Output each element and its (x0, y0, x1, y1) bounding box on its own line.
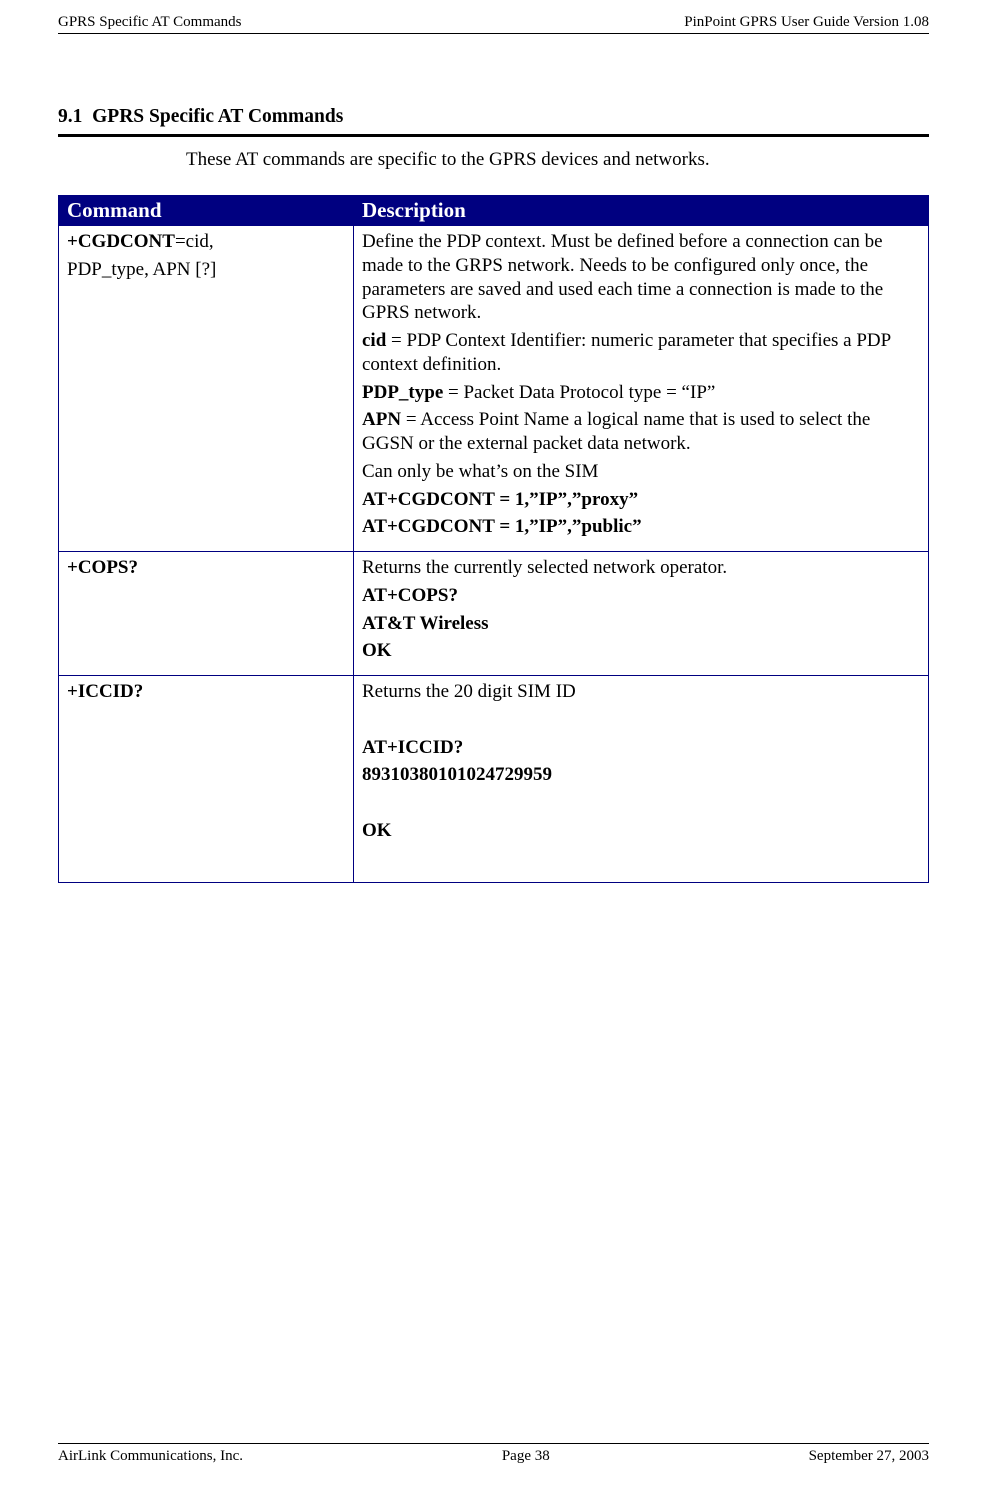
cmd-name: +COPS? (67, 556, 345, 580)
desc-text: = Access Point Name a logical name that … (362, 409, 870, 454)
section-heading: 9.1 GPRS Specific AT Commands (58, 106, 929, 137)
header-right: PinPoint GPRS User Guide Version 1.08 (684, 14, 929, 31)
desc-example: AT&T Wireless (362, 612, 920, 636)
table-row: +CGDCONT=cid, PDP_type, APN [?] Define t… (59, 226, 929, 552)
cell-command: +CGDCONT=cid, PDP_type, APN [?] (59, 226, 354, 552)
desc-line: Returns the 20 digit SIM ID (362, 680, 920, 704)
desc-line: Returns the currently selected network o… (362, 556, 920, 580)
header-left: GPRS Specific AT Commands (58, 14, 242, 31)
cmd-suffix: =cid, (175, 231, 214, 252)
commands-table: Command Description +CGDCONT=cid, PDP_ty… (58, 195, 929, 883)
desc-line: Define the PDP context. Must be defined … (362, 230, 920, 325)
col-header-description: Description (354, 196, 929, 226)
desc-key: APN (362, 409, 401, 430)
cmd-line2: PDP_type, APN [?] (67, 258, 345, 282)
desc-example: 89310380101024729959 (362, 763, 920, 787)
cell-command: +COPS? (59, 552, 354, 676)
desc-example: OK (362, 639, 920, 663)
desc-line: Can only be what’s on the SIM (362, 460, 920, 484)
page-footer: AirLink Communications, Inc. Page 38 Sep… (58, 1443, 929, 1465)
page-header: GPRS Specific AT Commands PinPoint GPRS … (58, 0, 929, 34)
footer-center: Page 38 (502, 1448, 550, 1465)
col-header-command: Command (59, 196, 354, 226)
desc-text: = PDP Context Identifier: numeric parame… (362, 330, 891, 375)
desc-example: AT+ICCID? (362, 736, 920, 760)
desc-key: PDP_type (362, 382, 443, 403)
desc-example: OK (362, 819, 920, 843)
table-header-row: Command Description (59, 196, 929, 226)
desc-key: cid (362, 330, 386, 351)
desc-example: AT+COPS? (362, 584, 920, 608)
table-row: +ICCID? Returns the 20 digit SIM ID AT+I… (59, 676, 929, 883)
footer-right: September 27, 2003 (809, 1448, 929, 1465)
desc-text: = Packet Data Protocol type = “IP” (443, 382, 715, 403)
section-title: GPRS Specific AT Commands (92, 106, 343, 127)
cell-description: Define the PDP context. Must be defined … (354, 226, 929, 552)
cell-description: Returns the 20 digit SIM ID AT+ICCID? 89… (354, 676, 929, 883)
section-number: 9.1 (58, 106, 82, 127)
footer-left: AirLink Communications, Inc. (58, 1448, 243, 1465)
cell-command: +ICCID? (59, 676, 354, 883)
cmd-name: +ICCID? (67, 680, 345, 704)
desc-example: AT+CGDCONT = 1,”IP”,”public” (362, 515, 920, 539)
section-intro: These AT commands are specific to the GP… (186, 149, 929, 171)
cell-description: Returns the currently selected network o… (354, 552, 929, 676)
cmd-name: +CGDCONT (67, 231, 175, 252)
table-row: +COPS? Returns the currently selected ne… (59, 552, 929, 676)
desc-example: AT+CGDCONT = 1,”IP”,”proxy” (362, 488, 920, 512)
